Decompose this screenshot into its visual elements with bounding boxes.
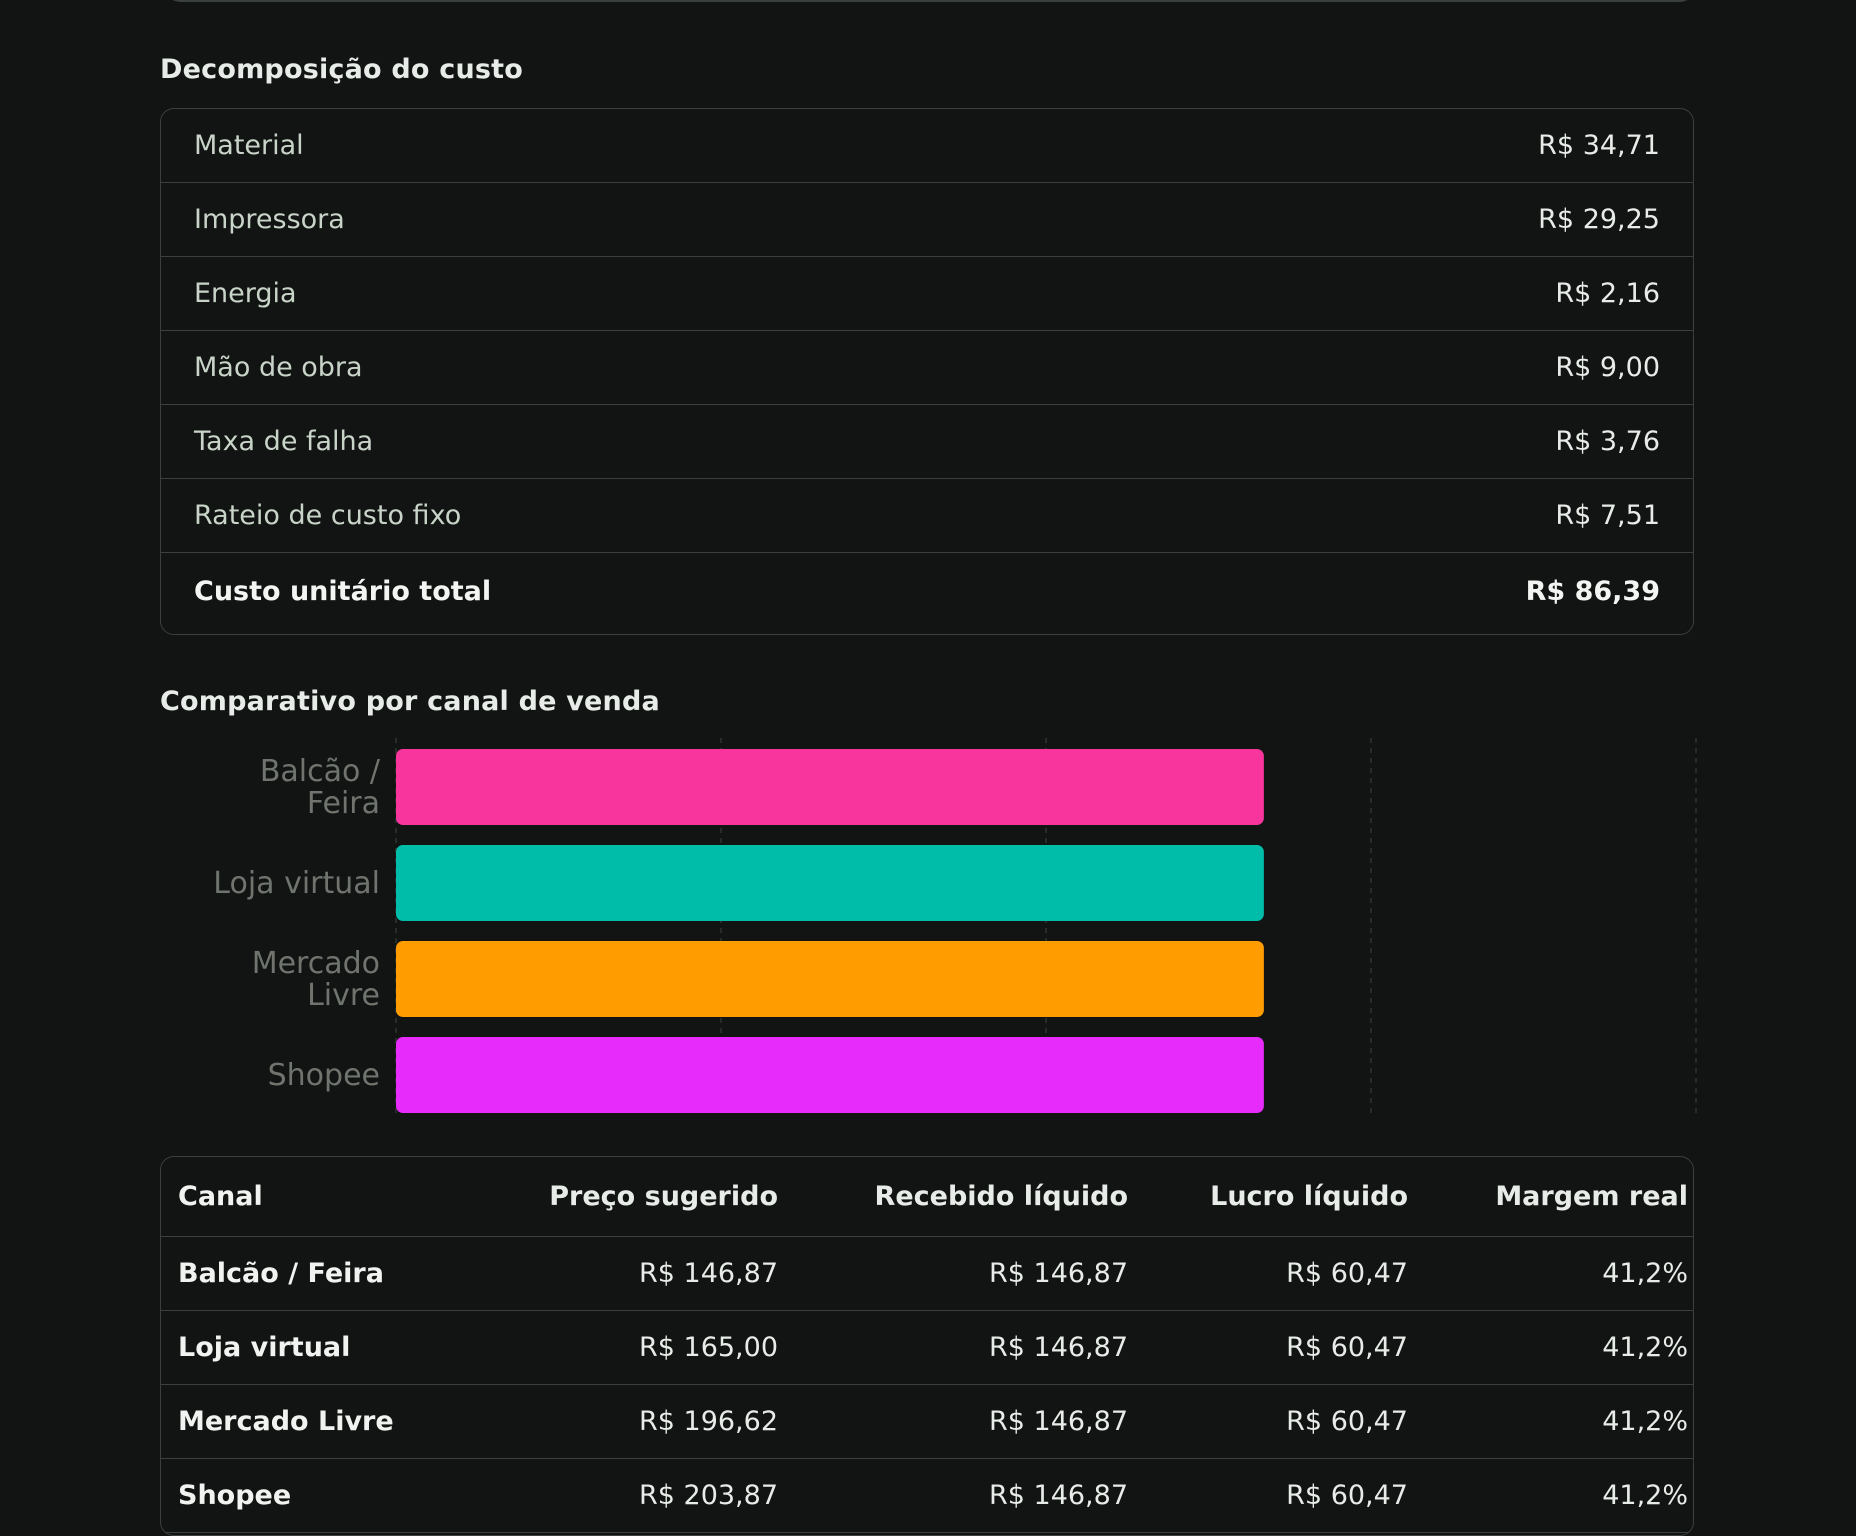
suggested-price: R$ 203,87 [639,1480,778,1511]
bar-mercado-livre [396,941,1264,1017]
cost-row-material: Material R$ 34,71 [161,109,1693,183]
cost-breakdown-title: Decomposição do custo [160,54,524,85]
table-row: Shopee R$ 203,87 R$ 146,87 R$ 60,47 41,2… [161,1459,1693,1533]
net-profit: R$ 60,47 [1286,1406,1408,1437]
real-margin: 41,2% [1602,1258,1688,1289]
channel-name: Shopee [178,1480,292,1511]
cost-value: R$ 3,76 [1555,426,1660,457]
suggested-price: R$ 196,62 [639,1406,778,1437]
net-profit: R$ 60,47 [1286,1258,1408,1289]
cost-row-failure-rate: Taxa de falha R$ 3,76 [161,405,1693,479]
total-label: Custo unitário total [194,576,492,607]
cost-value: R$ 9,00 [1555,352,1660,383]
bar-shopee [396,1037,1264,1113]
category-label: Balcão / Feira [260,754,381,821]
suggested-price: R$ 165,00 [639,1332,778,1363]
cost-label: Impressora [194,204,345,235]
channel-name: Loja virtual [178,1332,351,1363]
cost-row-fixed-cost: Rateio de custo fixo R$ 7,51 [161,479,1693,553]
cost-label: Energia [194,278,297,309]
net-received: R$ 146,87 [989,1406,1128,1437]
cost-value: R$ 34,71 [1538,130,1660,161]
net-profit: R$ 60,47 [1286,1332,1408,1363]
cost-label: Material [194,130,304,161]
cost-row-labor: Mão de obra R$ 9,00 [161,331,1693,405]
real-margin: 41,2% [1602,1480,1688,1511]
cost-label: Rateio de custo fixo [194,500,462,531]
header-net-received: Recebido líquido [874,1181,1128,1212]
category-label: Mercado Livre [252,946,380,1013]
channel-chart-title: Comparativo por canal de venda [160,686,660,717]
category-label: Loja virtual [213,866,380,901]
channel-bar-chart: Balcão / Feira Loja virtual Mercado Livre Sho… [160,738,1700,1118]
cost-value: R$ 29,25 [1538,204,1660,235]
cost-value: R$ 2,16 [1555,278,1660,309]
cost-label: Taxa de falha [194,426,374,457]
cost-breakdown-table: Material R$ 34,71 Impressora R$ 29,25 En… [160,108,1694,635]
header-suggested-price: Preço sugerido [549,1181,778,1212]
bar-loja-virtual [396,845,1264,921]
channel-bar-chart-svg: Balcão / Feira Loja virtual Mercado Livre Sho… [213,738,1697,1116]
channel-name: Balcão / Feira [178,1258,384,1289]
table-row: Loja virtual R$ 165,00 R$ 146,87 R$ 60,4… [161,1311,1693,1385]
net-received: R$ 146,87 [989,1332,1128,1363]
net-profit: R$ 60,47 [1286,1480,1408,1511]
category-label: Shopee [268,1058,380,1093]
header-net-profit: Lucro líquido [1210,1181,1408,1212]
net-received: R$ 146,87 [989,1258,1128,1289]
real-margin: 41,2% [1602,1406,1688,1437]
cost-row-printer: Impressora R$ 29,25 [161,183,1693,257]
channel-comparison-table: Canal Preço sugerido Recebido líquido Lu… [160,1156,1694,1536]
cost-row-energy: Energia R$ 2,16 [161,257,1693,331]
bar-balc-o-feira [396,749,1264,825]
cost-value: R$ 7,51 [1555,500,1660,531]
table-header-row: Canal Preço sugerido Recebido líquido Lu… [161,1157,1693,1237]
suggested-price: R$ 146,87 [639,1258,778,1289]
header-real-margin: Margem real [1495,1181,1688,1212]
cost-label: Mão de obra [194,352,363,383]
channel-name: Mercado Livre [178,1406,394,1437]
table-row: Mercado Livre R$ 196,62 R$ 146,87 R$ 60,… [161,1385,1693,1459]
cost-row-total: Custo unitário total R$ 86,39 [161,553,1693,630]
table-row: Balcão / Feira R$ 146,87 R$ 146,87 R$ 60… [161,1237,1693,1311]
previous-card-edge [166,0,1694,2]
total-value: R$ 86,39 [1525,576,1660,607]
header-channel: Canal [178,1181,263,1212]
net-received: R$ 146,87 [989,1480,1128,1511]
real-margin: 41,2% [1602,1332,1688,1363]
